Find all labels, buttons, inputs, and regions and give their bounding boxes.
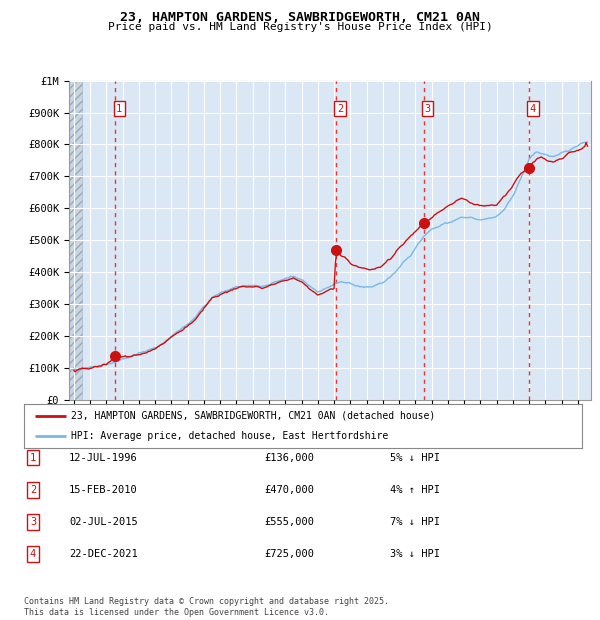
Text: Price paid vs. HM Land Registry's House Price Index (HPI): Price paid vs. HM Land Registry's House … (107, 22, 493, 32)
Text: 3% ↓ HPI: 3% ↓ HPI (390, 549, 440, 559)
Text: 23, HAMPTON GARDENS, SAWBRIDGEWORTH, CM21 0AN (detached house): 23, HAMPTON GARDENS, SAWBRIDGEWORTH, CM2… (71, 410, 436, 421)
Text: 5% ↓ HPI: 5% ↓ HPI (390, 453, 440, 463)
Text: 1: 1 (116, 104, 122, 113)
Text: HPI: Average price, detached house, East Hertfordshire: HPI: Average price, detached house, East… (71, 431, 389, 441)
Text: 3: 3 (30, 517, 36, 527)
Text: £555,000: £555,000 (264, 517, 314, 527)
Text: 02-JUL-2015: 02-JUL-2015 (69, 517, 138, 527)
Text: 22-DEC-2021: 22-DEC-2021 (69, 549, 138, 559)
Bar (69, 81, 82, 400)
Text: 1: 1 (30, 453, 36, 463)
Text: 4: 4 (530, 104, 536, 113)
Bar (69, 81, 82, 400)
Text: 7% ↓ HPI: 7% ↓ HPI (390, 517, 440, 527)
Text: £725,000: £725,000 (264, 549, 314, 559)
Text: 12-JUL-1996: 12-JUL-1996 (69, 453, 138, 463)
Text: Contains HM Land Registry data © Crown copyright and database right 2025.
This d: Contains HM Land Registry data © Crown c… (24, 598, 389, 617)
Text: 4: 4 (30, 549, 36, 559)
Text: £470,000: £470,000 (264, 485, 314, 495)
Text: 4% ↑ HPI: 4% ↑ HPI (390, 485, 440, 495)
Text: 23, HAMPTON GARDENS, SAWBRIDGEWORTH, CM21 0AN: 23, HAMPTON GARDENS, SAWBRIDGEWORTH, CM2… (120, 11, 480, 24)
Text: 15-FEB-2010: 15-FEB-2010 (69, 485, 138, 495)
Text: £136,000: £136,000 (264, 453, 314, 463)
Text: 2: 2 (30, 485, 36, 495)
Text: 3: 3 (424, 104, 431, 113)
Text: 2: 2 (337, 104, 343, 113)
